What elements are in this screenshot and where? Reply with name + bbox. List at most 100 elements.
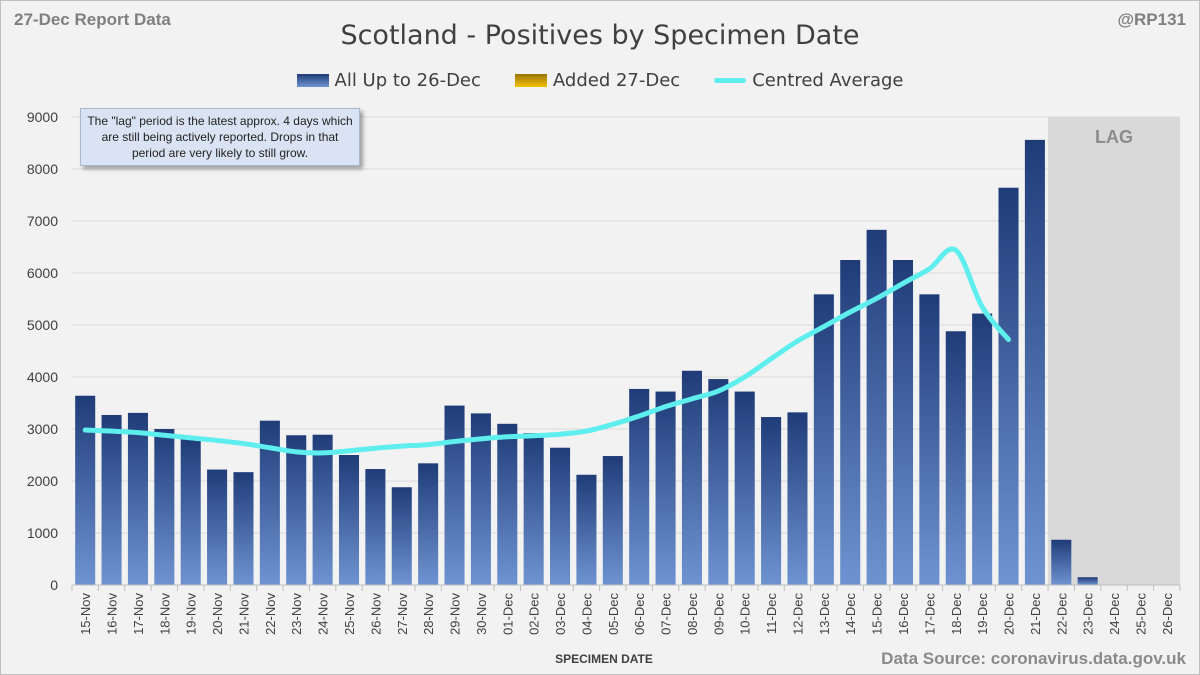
bar-02-Dec bbox=[523, 433, 544, 585]
bar-17-Nov bbox=[127, 412, 148, 585]
bar-08-Dec bbox=[681, 370, 702, 585]
x-tick-label: 17-Nov bbox=[131, 593, 146, 635]
bar-21-Nov bbox=[233, 472, 254, 585]
x-tick-label: 05-Dec bbox=[606, 593, 621, 635]
y-tick-label: 6000 bbox=[27, 265, 58, 281]
bar-16-Nov bbox=[101, 414, 122, 585]
bar-11-Dec bbox=[761, 417, 782, 585]
report-date-label: 27-Dec Report Data bbox=[14, 10, 171, 29]
x-tick-label: 27-Nov bbox=[395, 593, 410, 635]
bar-15-Dec bbox=[866, 229, 887, 585]
legend-label-added: Added 27-Dec bbox=[552, 70, 681, 91]
x-tick-label: 09-Dec bbox=[711, 593, 726, 635]
x-tick-label: 22-Nov bbox=[263, 593, 278, 635]
x-tick-label: 18-Dec bbox=[949, 593, 964, 635]
legend-item-average: Centred Average bbox=[714, 70, 903, 91]
x-tick-label: 02-Dec bbox=[527, 593, 542, 635]
x-tick-label: 20-Nov bbox=[210, 593, 225, 635]
x-tick-label: 26-Nov bbox=[368, 593, 383, 635]
bar-01-Dec bbox=[497, 423, 518, 585]
bar-14-Dec bbox=[840, 260, 861, 585]
bar-10-Dec bbox=[734, 391, 755, 585]
legend-swatch-average bbox=[714, 78, 747, 83]
x-tick-label: 15-Dec bbox=[870, 593, 885, 635]
bar-29-Nov bbox=[444, 405, 465, 585]
x-tick-label: 24-Nov bbox=[316, 593, 331, 635]
centred-average-line bbox=[82, 246, 1012, 456]
x-tick-label: 25-Dec bbox=[1133, 593, 1148, 635]
legend-swatch-all bbox=[296, 74, 329, 87]
lag-label: LAG bbox=[1095, 127, 1133, 147]
x-tick-label: 08-Dec bbox=[685, 593, 700, 635]
bar-20-Dec bbox=[998, 187, 1019, 585]
lag-region bbox=[1048, 117, 1180, 585]
x-tick-label: 25-Nov bbox=[342, 593, 357, 635]
bar-19-Dec bbox=[972, 313, 993, 585]
x-tick-label: 10-Dec bbox=[738, 593, 753, 635]
bar-04-Dec bbox=[576, 474, 597, 585]
x-tick-label: 13-Dec bbox=[817, 593, 832, 635]
y-tick-label: 7000 bbox=[27, 213, 58, 229]
bar-30-Nov bbox=[470, 413, 491, 585]
bar-27-Nov bbox=[391, 487, 412, 585]
bar-06-Dec bbox=[629, 388, 650, 585]
x-tick-label: 16-Dec bbox=[896, 593, 911, 635]
bar-23-Dec bbox=[1077, 577, 1098, 585]
x-tick-label: 19-Dec bbox=[975, 593, 990, 635]
bar-22-Nov bbox=[259, 420, 280, 585]
x-tick-label: 23-Nov bbox=[289, 593, 304, 635]
x-tick-label: 22-Dec bbox=[1054, 593, 1069, 635]
bar-24-Nov bbox=[312, 434, 333, 585]
legend-label-average: Centred Average bbox=[752, 70, 904, 91]
x-tick-label: 15-Nov bbox=[78, 593, 93, 635]
bar-15-Nov bbox=[75, 395, 96, 585]
bar-17-Dec bbox=[919, 294, 940, 585]
bar-22-Dec bbox=[1051, 539, 1072, 585]
bar-28-Nov bbox=[418, 463, 439, 585]
bar-20-Nov bbox=[207, 469, 228, 585]
bar-19-Nov bbox=[180, 439, 201, 585]
x-tick-label: 29-Nov bbox=[448, 593, 463, 635]
chart-title: Scotland - Positives by Specimen Date bbox=[340, 20, 860, 51]
bar-05-Dec bbox=[602, 456, 623, 585]
y-tick-label: 0 bbox=[50, 577, 58, 593]
x-tick-label: 24-Dec bbox=[1107, 593, 1122, 635]
x-tick-label: 16-Nov bbox=[105, 593, 120, 635]
legend-swatch-added bbox=[514, 74, 547, 87]
bar-23-Nov bbox=[286, 435, 307, 585]
data-source-label: Data Source: coronavirus.data.gov.uk bbox=[881, 649, 1186, 668]
y-tick-label: 5000 bbox=[27, 317, 58, 333]
x-tick-label: 19-Nov bbox=[184, 593, 199, 635]
legend-item-all: All Up to 26-Dec bbox=[296, 70, 481, 91]
x-tick-label: 12-Dec bbox=[790, 593, 805, 635]
x-tick-label: 06-Dec bbox=[632, 593, 647, 635]
x-tick-label: 28-Nov bbox=[421, 593, 436, 635]
lag-annotation: The "lag" period is the latest approx. 4… bbox=[80, 108, 360, 166]
x-tick-label: 30-Nov bbox=[474, 593, 489, 635]
legend-label-all: All Up to 26-Dec bbox=[334, 70, 481, 91]
legend-item-added: Added 27-Dec bbox=[514, 70, 681, 91]
bar-09-Dec bbox=[708, 379, 729, 585]
y-tick-label: 8000 bbox=[27, 161, 58, 177]
x-tick-label: 18-Nov bbox=[157, 593, 172, 635]
bar-12-Dec bbox=[787, 412, 808, 585]
x-tick-label: 23-Dec bbox=[1081, 593, 1096, 635]
bar-25-Nov bbox=[338, 455, 360, 585]
x-tick-label: 17-Dec bbox=[922, 593, 937, 635]
x-tick-label: 20-Dec bbox=[1002, 593, 1017, 635]
x-tick-label: 26-Dec bbox=[1160, 593, 1175, 635]
bar-21-Dec bbox=[1024, 139, 1045, 585]
bar-03-Dec bbox=[550, 447, 571, 585]
bar-26-Nov bbox=[365, 469, 386, 585]
x-tick-label: 21-Nov bbox=[236, 593, 251, 635]
bar-07-Dec bbox=[655, 391, 676, 585]
x-tick-label: 21-Dec bbox=[1028, 593, 1043, 635]
x-tick-label: 04-Dec bbox=[579, 593, 594, 635]
x-tick-label: 14-Dec bbox=[843, 593, 858, 635]
x-tick-label: 03-Dec bbox=[553, 593, 568, 635]
bar-18-Dec bbox=[945, 331, 966, 585]
author-handle: @RP131 bbox=[1117, 10, 1186, 29]
bar-18-Nov bbox=[154, 429, 175, 585]
bar-13-Dec bbox=[813, 294, 834, 585]
